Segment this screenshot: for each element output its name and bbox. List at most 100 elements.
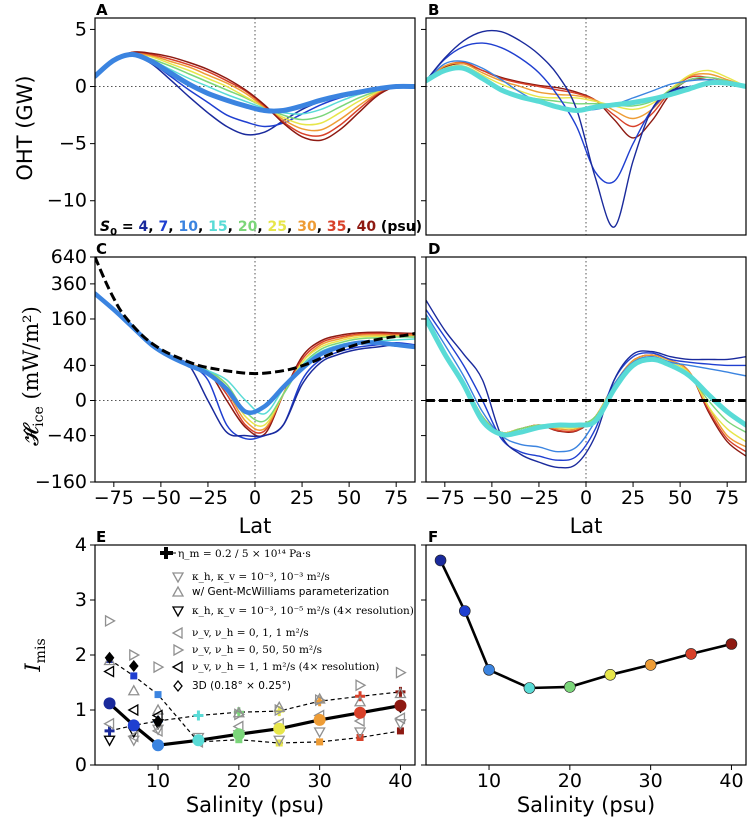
marker-tri-down xyxy=(313,727,326,739)
legend-e-text-3: κ_h, κ_v = 10⁻³, 10⁻⁵ m²/s (4× resolutio… xyxy=(192,605,414,617)
y-tick-label-a: −10 xyxy=(47,190,87,212)
y-tick-label-e: 4 xyxy=(75,534,87,556)
series-line-s4 xyxy=(426,29,746,228)
marker-tri-left xyxy=(151,724,163,738)
x-tick-label-f: 40 xyxy=(719,770,743,792)
marker-tri-left xyxy=(103,665,115,678)
series-line-s35 xyxy=(95,51,415,137)
series-line-s10 xyxy=(95,291,415,416)
panel-frame-f xyxy=(425,544,747,766)
legend-e-marker-0 xyxy=(160,547,176,559)
y-tick-label-e: 3 xyxy=(75,589,87,611)
marker-tri-left xyxy=(171,660,183,674)
data-point-main xyxy=(232,728,245,741)
x-tick-label-d: −50 xyxy=(472,487,512,509)
marker-tri-right xyxy=(355,679,367,692)
plot-area-b xyxy=(426,18,746,235)
marker-tri-right xyxy=(234,708,246,721)
xlabel-lat-d: Lat xyxy=(570,514,603,538)
panel-letter-c: C xyxy=(96,240,107,258)
series-line-s15 xyxy=(426,316,746,438)
y-tick-label-a: 5 xyxy=(75,18,87,40)
xlabel-salinity-f: Salinity (psu) xyxy=(517,793,655,817)
salinity-legend-item-7: 7 xyxy=(159,219,169,235)
data-point-main xyxy=(152,739,165,752)
legend-e-text-2: w/ Gent-McWilliams parameterization xyxy=(192,586,389,598)
ylabel-hice: 𝓗̂ice (mW/m²) xyxy=(19,306,47,446)
x-tick-label-d: 0 xyxy=(580,487,592,509)
marker-tri-left xyxy=(103,717,115,730)
x-tick-label-e: 30 xyxy=(308,770,332,792)
xlabel-lat-c: Lat xyxy=(239,514,272,538)
x-tick-label-c: 75 xyxy=(384,487,408,509)
y-tick-label-c: −40 xyxy=(47,425,87,447)
series-line-s10 xyxy=(95,52,415,114)
data-point-imis xyxy=(604,668,617,681)
series-line-s40 xyxy=(95,51,415,142)
legend-e-text-1: κ_h, κ_v = 10⁻³, 10⁻³ m²/s xyxy=(192,571,330,583)
marker-tri-up xyxy=(151,703,165,715)
data-point-imis xyxy=(458,605,471,617)
marker-tri-right xyxy=(274,703,286,717)
salinity-legend-sub: 0 xyxy=(110,227,117,238)
salinity-legend-suffix: (psu) xyxy=(376,219,422,235)
marker-tri-left xyxy=(127,730,139,743)
ylabel-oht: OHT (GW) xyxy=(13,75,37,180)
legend-e-marker-2 xyxy=(171,585,185,597)
data-point-main xyxy=(273,722,286,735)
salinity-legend-comma: , xyxy=(257,219,267,235)
series-line-s30 xyxy=(95,52,415,132)
panel-letter-d: D xyxy=(428,240,440,258)
salinity-legend-comma: , xyxy=(198,219,208,235)
x-tick-label-c: −25 xyxy=(188,487,228,509)
legend-e-marker-5 xyxy=(173,643,185,657)
x-tick-label-f: 10 xyxy=(477,770,501,792)
plot-area-a xyxy=(95,18,415,235)
series-line-s7 xyxy=(426,309,746,462)
marker-tri-right xyxy=(395,666,407,679)
legend-marker-bar xyxy=(163,551,173,555)
marker-tri-up xyxy=(171,585,185,597)
series-line-s30 xyxy=(426,62,746,120)
data-point-main xyxy=(127,719,140,732)
legend-e-marker-3 xyxy=(171,606,185,618)
y-tick-label-c: 160 xyxy=(51,308,87,330)
salinity-legend-comma: , xyxy=(346,219,356,235)
x-tick-label-d: 75 xyxy=(715,487,739,509)
salinity-legend-comma: , xyxy=(317,219,327,235)
marker-tri-right xyxy=(314,693,326,707)
marker-square xyxy=(154,691,162,699)
salinity-legend-equals: = xyxy=(117,219,138,235)
y-tick-label-e: 1 xyxy=(75,699,87,721)
marker-tri-down xyxy=(273,735,286,747)
marker-square xyxy=(316,738,324,746)
series-line-s25 xyxy=(95,52,415,126)
marker-tri-left xyxy=(171,626,183,640)
marker-tri-up xyxy=(394,687,407,699)
marker-tri-right xyxy=(153,660,165,674)
y-tick-label-c: 360 xyxy=(51,273,87,295)
marker-tri-down xyxy=(353,727,367,739)
marker-tri-down xyxy=(171,572,185,584)
series-line-s10 xyxy=(426,313,746,453)
marker-square xyxy=(396,727,404,735)
data-point-imis xyxy=(483,664,495,676)
panel-letter-f: F xyxy=(428,528,438,546)
salinity-legend-symbol: S xyxy=(100,219,110,235)
x-tick-label-d: 50 xyxy=(668,487,692,509)
marker-tri-down xyxy=(103,735,116,747)
salinity-legend-item-4: 4 xyxy=(139,219,149,235)
marker-tri-right xyxy=(104,614,116,628)
salinity-legend-item-10: 10 xyxy=(178,219,198,235)
panel-letter-b: B xyxy=(428,1,439,19)
legend-e-text-7: 3D (0.18° × 0.25°) xyxy=(192,680,291,692)
y-tick-label-a: 0 xyxy=(75,76,87,98)
salinity-legend-item-35: 35 xyxy=(327,219,346,235)
data-point-main xyxy=(313,713,326,726)
plot-area-e xyxy=(103,614,407,752)
series-line-s25 xyxy=(426,64,746,111)
ylabel-imis-sub: mis xyxy=(33,638,49,663)
marker-plus xyxy=(193,710,204,721)
